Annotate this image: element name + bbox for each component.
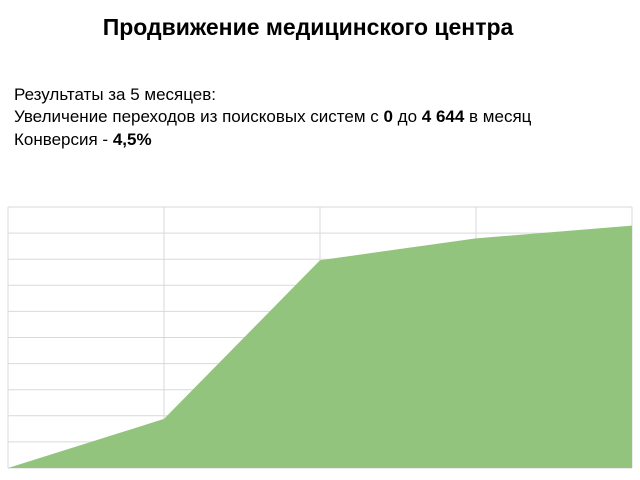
area (8, 225, 632, 468)
text: 4,5% (112, 130, 152, 149)
text: Конверсия - (14, 130, 113, 149)
text: Увеличение переходов из поисковых систем… (14, 107, 384, 126)
summary-line: Результаты за 5 месяцев: (14, 85, 216, 105)
text: 4 644 (421, 107, 465, 126)
text: Результаты за 5 месяцев: (14, 85, 217, 104)
text: до (392, 107, 422, 126)
title: Продвижение медицинского центра (102, 14, 514, 40)
summary-line: Увеличение переходов из поисковых систем… (14, 107, 531, 127)
summary-line: Конверсия - 4,5% (14, 130, 152, 150)
text: 0 (383, 107, 393, 126)
text: в месяц (464, 107, 532, 126)
